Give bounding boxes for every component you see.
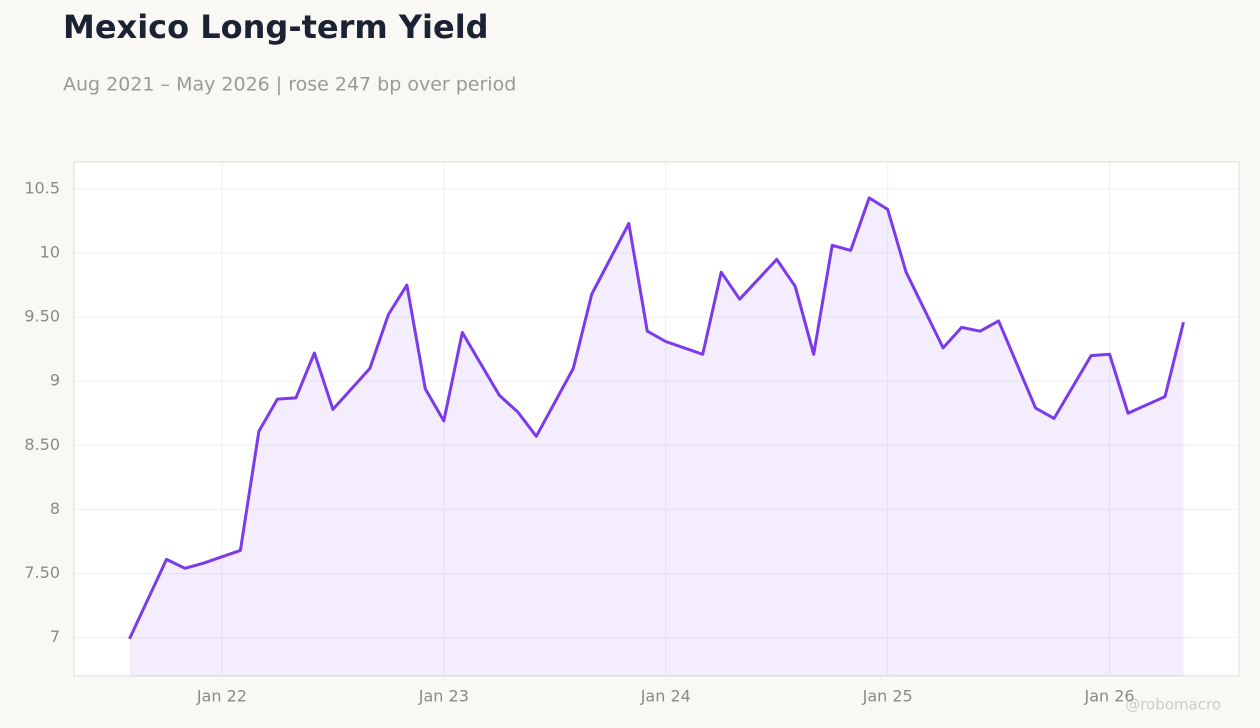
plot-area — [73, 161, 1240, 677]
area — [129, 197, 1184, 676]
x-tick-label: Jan 25 — [862, 687, 913, 706]
y-tick-label: 10.5 — [24, 178, 60, 197]
x-tick-label: Jan 22 — [196, 687, 247, 706]
x-tick-label: Jan 26 — [1084, 687, 1135, 706]
y-tick-label: 9.50 — [24, 307, 60, 326]
line — [128, 196, 1185, 640]
y-tick-label: 7 — [50, 627, 60, 646]
y-tick-label: 7.50 — [24, 563, 60, 582]
y-tick-label: 8.50 — [24, 435, 60, 454]
x-tick-label: Jan 23 — [418, 687, 469, 706]
chart-subtitle: Aug 2021 – May 2026 | rose 247 bp over p… — [63, 74, 516, 96]
y-tick-label: 9 — [50, 371, 60, 390]
y-tick-label: 10 — [40, 243, 60, 262]
watermark: @robomacro — [1125, 696, 1221, 714]
y-tick-label: 8 — [50, 499, 60, 518]
x-tick-label: Jan 24 — [640, 687, 691, 706]
chart-title: Mexico Long-term Yield — [63, 8, 489, 46]
